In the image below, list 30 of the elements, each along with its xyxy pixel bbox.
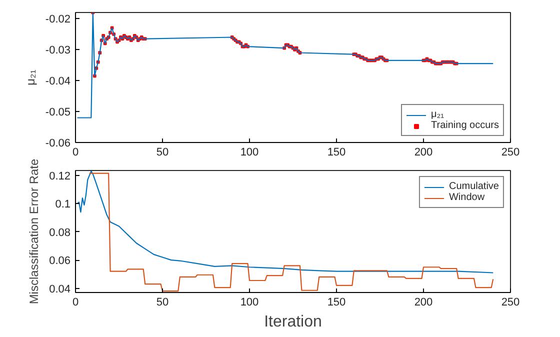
- x-tick-label: 200: [414, 146, 433, 158]
- y-tick-label: -0.03: [45, 44, 71, 57]
- x-tick-label: 250: [501, 146, 520, 158]
- y-tick-label: -0.04: [45, 76, 71, 88]
- y-tick-label: -0.06: [45, 138, 71, 150]
- legend-label: Cumulative: [448, 181, 499, 192]
- y-tick-label: 0.04: [49, 283, 71, 296]
- line-series: [76, 12, 494, 118]
- legend-label: Training occurs: [431, 120, 499, 131]
- y-tick-label: 0.08: [49, 226, 71, 239]
- y-axis-title: μ₂₁: [23, 70, 38, 86]
- x-tick-label: 250: [501, 296, 520, 308]
- x-tick-label: 0: [72, 296, 79, 308]
- legend-label: μ₂₁: [431, 109, 446, 120]
- y-tick-label: 0.06: [49, 255, 71, 268]
- x-tick-label: 100: [240, 296, 259, 308]
- x-tick-label: 150: [327, 146, 346, 158]
- legend-label: Window: [448, 192, 485, 203]
- x-tick-label: 50: [156, 296, 169, 308]
- x-tick-label: 50: [156, 146, 169, 158]
- y-tick-label: -0.02: [45, 14, 71, 26]
- y-tick-label: 0.1: [55, 198, 71, 211]
- y-tick-label: -0.05: [45, 106, 71, 119]
- x-tick-label: 0: [72, 146, 79, 158]
- y-axis-title: Misclassification Error Rate: [27, 158, 42, 304]
- y-tick-label: 0.12: [49, 170, 71, 182]
- x-tick-label: 200: [414, 296, 433, 308]
- x-axis-title: Iteration: [264, 314, 322, 330]
- x-tick-label: 150: [327, 296, 346, 308]
- x-tick-label: 100: [240, 146, 259, 158]
